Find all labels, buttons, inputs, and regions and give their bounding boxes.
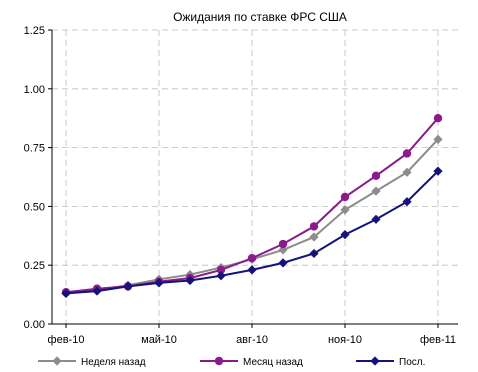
legend-item: Неделя назад: [38, 356, 146, 368]
x-tick-label: фев-11: [420, 334, 456, 346]
data-point: [433, 114, 443, 123]
grid: [52, 29, 458, 324]
x-tick-label: май-10: [141, 334, 177, 346]
data-point: [433, 134, 443, 144]
data-point: [247, 253, 257, 263]
data-point: [278, 258, 288, 268]
data-point: [92, 286, 102, 296]
data-point: [216, 265, 226, 275]
x-tick-label: авг-10: [236, 334, 268, 346]
data-point: [402, 149, 412, 158]
data-point: [185, 275, 195, 286]
data-point: [402, 167, 412, 177]
data-point: [309, 232, 319, 242]
y-tick-label: 1.25: [24, 25, 45, 37]
chart-title: Ожидания по ставке ФРС США: [173, 10, 347, 24]
data-point: [247, 265, 257, 275]
legend-marker: [214, 356, 224, 366]
y-tick-label: 0.75: [24, 143, 45, 155]
data-point: [154, 278, 164, 288]
y-tick-label: 0.00: [24, 319, 45, 331]
x-tick-labels: фев-10 май-10 авг-10 ноя-10 фев-11: [48, 334, 457, 346]
data-point: [371, 186, 381, 196]
legend-label: Посл.: [399, 357, 425, 368]
data-point: [402, 197, 412, 207]
legend: Неделя назад Месяц назад Посл.: [38, 356, 425, 368]
y-tick-label: 1.00: [24, 84, 45, 96]
legend-label: Неделя назад: [81, 357, 146, 368]
data-point: [61, 288, 71, 299]
data-point: [309, 248, 319, 259]
legend-marker: [52, 356, 62, 366]
data-point: [309, 222, 319, 231]
legend-label: Месяц назад: [243, 357, 303, 368]
legend-item: Месяц назад: [200, 356, 303, 368]
x-tick-label: фев-10: [48, 334, 85, 346]
data-point: [216, 271, 226, 281]
data-point: [123, 281, 133, 291]
legend-item: Посл.: [356, 356, 425, 368]
axes: [48, 29, 458, 328]
series: [61, 114, 443, 299]
series-3: [61, 166, 443, 299]
data-point: [340, 192, 350, 202]
y-tick-label: 0.50: [24, 201, 45, 213]
y-tick-labels: 0.00 0.25 0.50 0.75 1.00 1.25: [24, 25, 45, 331]
data-point: [278, 239, 288, 249]
data-point: [278, 245, 288, 255]
data-point: [340, 230, 350, 240]
data-point: [433, 166, 443, 176]
legend-marker: [370, 356, 380, 366]
x-tick-label: ноя-10: [328, 334, 362, 346]
y-tick-label: 0.25: [24, 260, 45, 272]
data-point: [340, 205, 350, 215]
data-point: [371, 214, 381, 224]
data-point: [371, 171, 381, 181]
